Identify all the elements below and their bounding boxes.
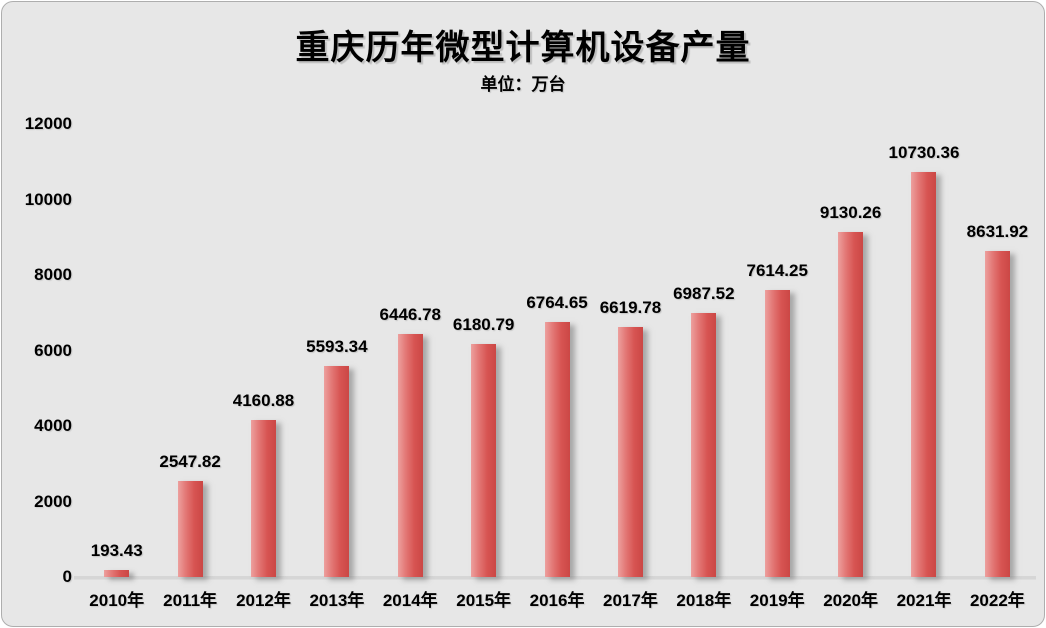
bar bbox=[617, 327, 643, 577]
bar bbox=[250, 420, 276, 577]
bar-column: 6764.65 bbox=[520, 293, 593, 577]
bar-value-label: 6180.79 bbox=[452, 315, 515, 334]
x-axis-label: 2011年 bbox=[163, 591, 218, 610]
bar-column: 6446.78 bbox=[374, 305, 447, 577]
y-tick-label: 10000 bbox=[24, 189, 72, 209]
chart-title: 重庆历年微型计算机设备产量 bbox=[295, 29, 751, 67]
bar-value-label: 5593.34 bbox=[306, 337, 368, 356]
y-tick-label: 2000 bbox=[34, 491, 72, 511]
chart-unit-label: 单位：万台 bbox=[480, 75, 566, 94]
bar bbox=[911, 172, 937, 577]
bar-column: 6180.79 bbox=[447, 315, 520, 577]
bar bbox=[177, 481, 203, 577]
x-axis-label: 2014年 bbox=[382, 591, 438, 610]
x-axis-label: 2012年 bbox=[236, 591, 291, 610]
x-axis-line bbox=[74, 576, 1036, 580]
bar-column: 6619.78 bbox=[594, 298, 667, 577]
bar-value-label: 193.43 bbox=[90, 541, 143, 560]
bar-column: 5593.34 bbox=[300, 337, 373, 577]
bar-value-label: 6764.65 bbox=[526, 293, 588, 312]
bar-value-label: 6446.78 bbox=[379, 305, 441, 324]
x-axis-label: 2010年 bbox=[89, 591, 145, 610]
x-axis-label: 2015年 bbox=[456, 591, 512, 610]
bar bbox=[104, 570, 130, 577]
bar bbox=[764, 290, 790, 577]
bar-value-label: 8631.92 bbox=[966, 222, 1029, 241]
bar bbox=[471, 344, 497, 577]
bar-series: 193.43 2547.82 4160.88 5593.34 6446.78 6180.7… bbox=[80, 124, 1034, 577]
bar-column: 6987.52 bbox=[667, 284, 740, 577]
bar-value-label: 6987.52 bbox=[673, 284, 735, 303]
x-axis-label: 2018年 bbox=[676, 591, 732, 610]
x-axis-label: 2016年 bbox=[529, 591, 585, 610]
y-tick-label: 8000 bbox=[34, 265, 72, 285]
bar-value-label: 7614.25 bbox=[746, 261, 808, 280]
bar-value-label: 10730.36 bbox=[888, 143, 960, 162]
bar-column: 193.43 bbox=[80, 541, 153, 577]
x-axis-label: 2020年 bbox=[823, 591, 879, 610]
bar-column: 4160.88 bbox=[227, 391, 300, 577]
x-axis-label: 2019年 bbox=[749, 591, 805, 610]
bar-value-label: 6619.78 bbox=[599, 298, 662, 317]
bar bbox=[691, 313, 717, 577]
bar-value-label: 2547.82 bbox=[159, 452, 221, 471]
bar-column: 10730.36 bbox=[887, 143, 960, 577]
bar-column: 7614.25 bbox=[741, 261, 814, 577]
x-axis-label: 2021年 bbox=[896, 591, 952, 610]
y-tick-label: 0 bbox=[62, 567, 72, 586]
bar bbox=[324, 366, 350, 577]
y-axis: 0 2000 4000 6000 8000 10000 12000 bbox=[8, 114, 72, 586]
bar-column: 8631.92 bbox=[961, 222, 1034, 577]
bar-value-label: 9130.26 bbox=[819, 203, 882, 222]
bar-column: 2547.82 bbox=[153, 452, 226, 577]
y-tick-label: 6000 bbox=[34, 340, 72, 360]
bar-column: 9130.26 bbox=[814, 203, 887, 577]
bar bbox=[397, 334, 423, 577]
bar bbox=[838, 232, 864, 577]
x-axis-label: 2017年 bbox=[603, 591, 658, 610]
bar bbox=[984, 251, 1010, 577]
x-axis-label: 2013年 bbox=[309, 591, 365, 610]
x-axis-labels: 2010年 2011年 2012年 2013年 2014年 2015年 2016年 2017年… bbox=[80, 586, 1034, 611]
y-tick-label: 12000 bbox=[24, 114, 72, 133]
bar-value-label: 4160.88 bbox=[232, 391, 295, 410]
y-tick-label: 4000 bbox=[34, 416, 72, 436]
bar bbox=[544, 322, 570, 577]
x-axis-label: 2022年 bbox=[969, 591, 1025, 610]
